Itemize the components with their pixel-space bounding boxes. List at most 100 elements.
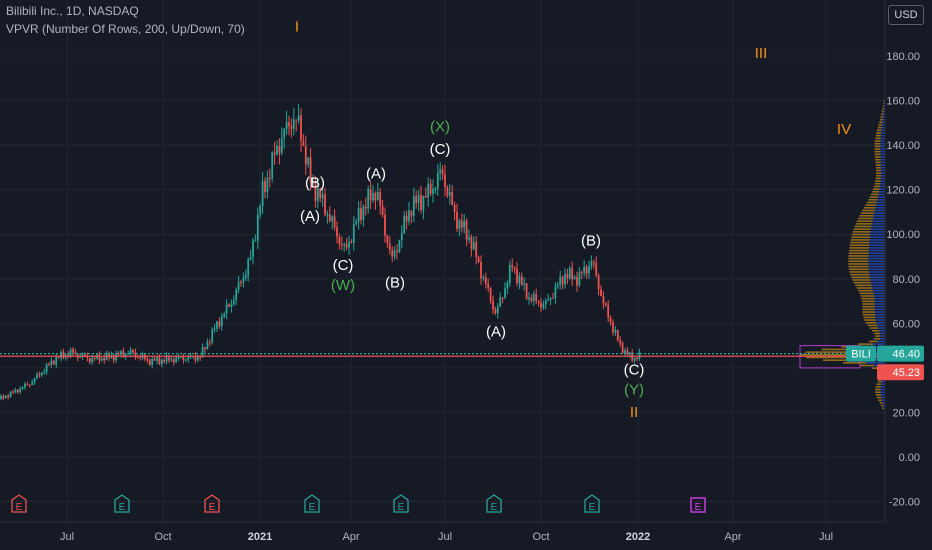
vp-bar-up: [874, 300, 885, 303]
candle-body: [463, 220, 466, 228]
vp-bar-down: [850, 273, 870, 276]
candle-body: [602, 296, 605, 304]
vp-bar-down: [863, 316, 876, 319]
vp-bar-down: [876, 396, 882, 399]
candle-body: [566, 274, 569, 279]
vp-bar-down: [862, 313, 875, 316]
candle-body: [592, 261, 595, 263]
candle-body: [590, 261, 593, 267]
price-axis-bg: [885, 0, 932, 550]
vp-bar-down: [874, 332, 881, 335]
vp-bar-down: [821, 348, 857, 351]
candle-body: [511, 264, 514, 267]
vp-bar-up: [875, 316, 885, 319]
vp-bar-up: [880, 185, 885, 188]
candle-body: [564, 274, 566, 285]
vp-bar-down: [868, 340, 878, 343]
candle-body: [206, 342, 209, 349]
candle-body: [501, 297, 504, 299]
time-axis[interactable]: Jul Oct 2021 Apr Jul Oct 2022 Apr Jul: [0, 521, 885, 543]
vp-bar-down: [883, 100, 885, 102]
candle-body: [254, 240, 257, 242]
candle-body: [554, 286, 557, 299]
wave-label: I: [295, 18, 299, 35]
vp-bar-down: [858, 289, 873, 292]
vp-bar-up: [866, 362, 885, 364]
wave-label: (Y): [624, 382, 644, 399]
price-axis[interactable]: -20.000.0020.0040.0060.0080.00100.00120.…: [884, 0, 932, 550]
candle-body: [391, 249, 394, 257]
vp-bar-down: [854, 225, 872, 228]
vp-bar-down: [865, 321, 877, 324]
candle-body: [585, 266, 588, 274]
earnings-marker-box: [486, 494, 502, 513]
candle-body: [465, 220, 468, 240]
vp-bar-down: [843, 362, 867, 364]
vp-bar-up: [872, 220, 885, 222]
vp-bar-up: [880, 335, 885, 337]
candle-body: [9, 391, 12, 398]
candle-body: [528, 297, 530, 300]
candle-body: [182, 357, 185, 361]
candle-body: [499, 297, 502, 307]
vp-bar-up: [883, 404, 885, 407]
y-tick-label: 160.00: [886, 96, 920, 108]
candle-body: [446, 187, 449, 196]
candle-body: [45, 364, 48, 373]
candle-body: [112, 355, 115, 361]
candle-body: [314, 181, 317, 201]
x-tick-label: Apr: [342, 531, 359, 543]
currency-button[interactable]: USD: [888, 5, 924, 25]
candle-body: [571, 267, 574, 280]
vp-bar-down: [875, 386, 881, 388]
candle-body: [180, 357, 182, 359]
candle-body: [309, 157, 312, 182]
candle-body: [213, 328, 216, 330]
candle-body: [172, 359, 175, 363]
candle-body: [324, 194, 326, 215]
candle-body: [350, 241, 353, 243]
candle-body: [621, 343, 624, 354]
vp-bar-up: [883, 108, 885, 110]
earnings-marker: E: [304, 494, 320, 513]
candle-body: [525, 283, 528, 300]
vp-bar-up: [880, 174, 885, 177]
candle-body: [235, 289, 238, 300]
candle-body: [427, 183, 430, 198]
y-tick-label: 100.00: [886, 229, 920, 241]
candle-body: [14, 389, 17, 393]
indicator-legend[interactable]: VPVR (Number Of Rows, 200, Up/Down, 70): [6, 22, 245, 36]
candle-body: [633, 358, 636, 361]
vp-bar-up: [880, 134, 885, 137]
candle-body: [57, 357, 60, 359]
earnings-marker-label: E: [695, 502, 702, 513]
candle-body: [556, 284, 559, 287]
candle-body: [271, 152, 274, 179]
vp-bar-down: [848, 263, 869, 265]
candle-body: [48, 364, 50, 366]
candle-body: [376, 192, 379, 201]
candle-body: [288, 122, 290, 126]
candle-body: [67, 354, 70, 356]
vp-bar-up: [874, 295, 885, 297]
vp-bar-down: [851, 236, 870, 238]
vp-bar-down: [862, 303, 875, 305]
candle-body: [24, 384, 26, 388]
vp-bar-down: [862, 311, 875, 313]
vp-bar-down: [849, 247, 869, 249]
candle-body: [609, 317, 612, 323]
vp-bar-up: [880, 388, 885, 391]
vp-bar-down: [879, 118, 883, 121]
vp-bar-down: [863, 206, 876, 209]
candle-body: [393, 250, 396, 257]
vp-bar-up: [880, 391, 885, 394]
wave-label: III: [755, 45, 768, 62]
candle-body: [367, 189, 370, 209]
vp-bar-up: [880, 137, 885, 140]
candle-body: [319, 188, 322, 199]
vp-bar-up: [879, 190, 885, 193]
vp-bar-up: [870, 281, 885, 284]
candle-body: [472, 242, 475, 250]
vp-bar-up: [873, 215, 885, 217]
